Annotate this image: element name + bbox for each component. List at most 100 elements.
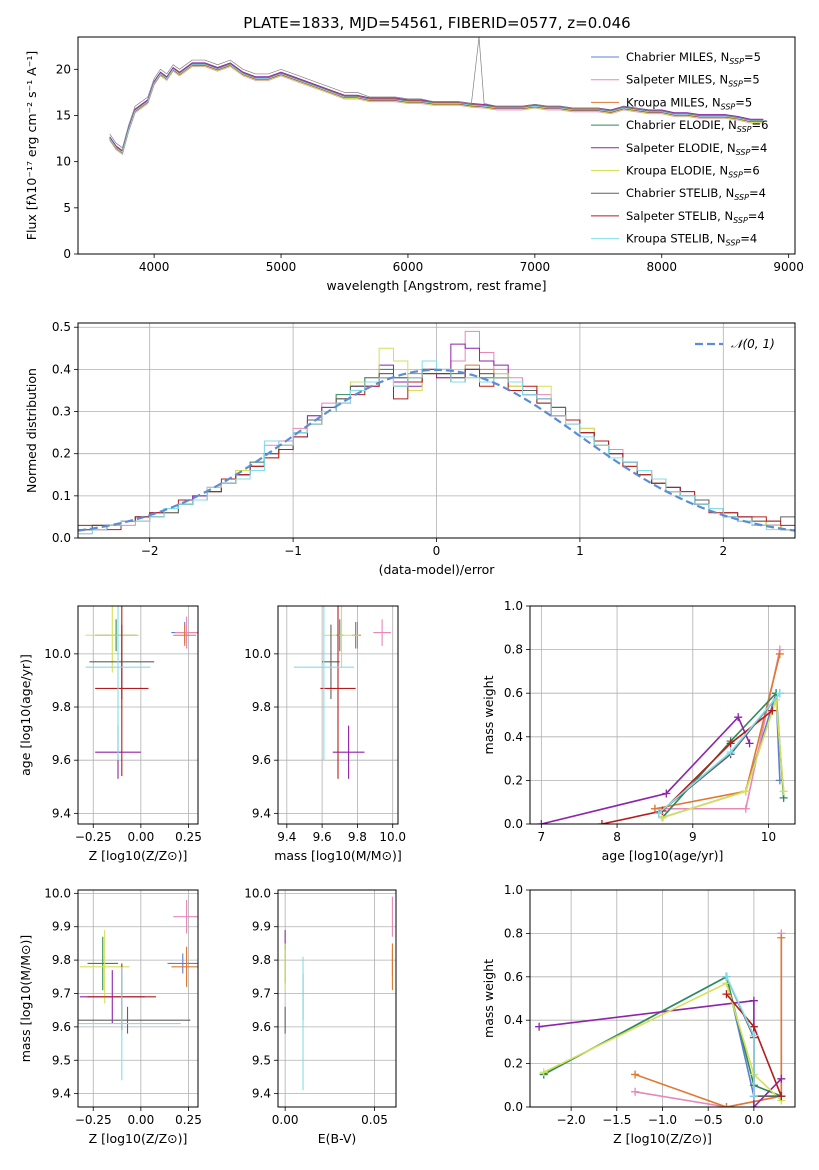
age-vs-mass-axes-frame — [277, 605, 399, 825]
residuals-xtick-label-4: 2 — [719, 544, 727, 558]
spectrum-model-line-5 — [109, 65, 764, 155]
residuals-ylabel: Normed distribution — [24, 368, 39, 493]
mass-vs-z-ylabel: mass [log10(M/M⊙)] — [18, 935, 33, 1063]
mass-weight-vs-z-marker-4-0 — [535, 1022, 544, 1031]
mass-weight-vs-age-marker-2-2 — [775, 649, 784, 658]
mass-weight-vs-age-ytick-label-1: 0.2 — [504, 773, 523, 787]
mass-weight-vs-z-ytick-label-1: 0.2 — [504, 1057, 523, 1071]
mass-weight-vs-z-marker-7-1 — [749, 1022, 758, 1031]
residuals-xtick-label-2: 0 — [433, 544, 441, 558]
mass-vs-ebv-ytick-label-6: 10.0 — [244, 886, 271, 900]
residuals-plot-area — [78, 323, 795, 538]
spectrum-legend-label-3: Chabrier ELODIE, NSSP=6 — [626, 118, 768, 134]
mass-weight-vs-age-ytick-label-0: 0.0 — [504, 817, 523, 831]
mass-vs-z-plot-area — [78, 890, 198, 1107]
spectrum-axes-frame — [77, 36, 796, 255]
mass-vs-ebv-ytick-label-1: 9.5 — [252, 1053, 271, 1067]
mass-weight-vs-age-panel: 7 8 9 10 0.0 0.2 0.4 0.6 0.8 1.0 age [log10(age/yr… — [481, 599, 796, 863]
age-vs-z-axes-frame — [77, 605, 199, 825]
mass-weight-vs-z-marker-8-2 — [749, 1092, 758, 1101]
mass-weight-vs-age-xtick-label-2: 9 — [689, 830, 697, 844]
residuals-ytick-label-3: 0.3 — [52, 405, 71, 419]
residuals-xlabel: (data-model)/error — [379, 562, 496, 577]
mass-weight-vs-age-marker-4-3 — [745, 739, 754, 748]
mass-weight-vs-age-xtick-label-0: 7 — [538, 830, 546, 844]
age-vs-mass-ytick-label-3: 10.0 — [244, 647, 271, 661]
mass-vs-ebv-xtick-label-1: 0.05 — [361, 1113, 388, 1127]
mass-weight-vs-age-marker-4-2 — [734, 713, 743, 722]
age-vs-z-ylabel: age [log10(age/yr)] — [18, 654, 33, 776]
mass-vs-z-ytick-label-5: 9.9 — [52, 920, 71, 934]
age-vs-mass-ytick-label-1: 9.6 — [252, 753, 271, 767]
spectrum-legend-label-8: Kroupa STELIB, NSSP=4 — [626, 232, 757, 248]
mass-weight-vs-z-marker-2-1 — [722, 1103, 731, 1107]
spectrum-ytick-label-2: 10 — [56, 155, 71, 169]
mass-weight-vs-age-ylabel: mass weight — [481, 675, 496, 754]
mass-weight-vs-age-xtick-label-1: 8 — [613, 830, 621, 844]
mass-vs-z-ytick-label-0: 9.4 — [52, 1087, 71, 1101]
mass-weight-vs-z-marker-4-1 — [749, 996, 758, 1005]
mass-weight-vs-z-marker-4-2 — [749, 1103, 758, 1107]
spectrum-legend-label-6: Chabrier STELIB, NSSP=4 — [626, 186, 766, 202]
age-vs-z-ytick-label-3: 10.0 — [44, 647, 71, 661]
age-vs-z-xtick-label-1: 0.00 — [127, 830, 154, 844]
residual-hist-8 — [78, 360, 795, 535]
mass-weight-vs-age-marker-5-3 — [779, 787, 788, 796]
mass-weight-vs-age-marker-8-2 — [775, 689, 784, 698]
mass-weight-vs-z-marker-1-0 — [631, 1087, 640, 1096]
mass-weight-vs-z-ytick-label-0: 0.0 — [504, 1100, 523, 1114]
spectrum-plot-area — [109, 37, 764, 156]
mass-weight-vs-age-plot-area — [530, 606, 795, 824]
residuals-panel: −2 −1 0 1 2 0.0 0.1 0.2 0.3 0.4 0.5 (data-model)/er… — [24, 320, 796, 577]
mass-weight-vs-z-xlabel: Z [log10(Z/Z⊙)] — [613, 1131, 712, 1146]
mass-weight-vs-z-marker-7-2 — [777, 1092, 786, 1101]
mass-vs-z-ytick-label-4: 9.8 — [52, 953, 71, 967]
mass-vs-ebv-ytick-label-2: 9.6 — [252, 1020, 271, 1034]
spectrum-legend-label-5: Kroupa ELODIE, NSSP=6 — [626, 164, 760, 180]
mass-weight-vs-z-ylabel: mass weight — [481, 959, 496, 1038]
mass-weight-vs-age-series-5 — [662, 699, 785, 819]
spectrum-ytick-label-4: 20 — [56, 62, 71, 76]
residuals-ytick-label-2: 0.2 — [52, 447, 71, 461]
mass-weight-vs-age-ytick-label-3: 0.6 — [504, 686, 523, 700]
residuals-ytick-label-0: 0.0 — [52, 531, 71, 545]
spectrum-model-line-4 — [109, 62, 764, 152]
mass-weight-vs-z-xtick-label-4: 0.0 — [744, 1113, 763, 1127]
mass-vs-ebv-panel: 0.00 0.05 9.4 9.5 9.6 9.7 9.8 9.9 10.0 E(B-V) — [244, 886, 397, 1146]
spectrum-ytick-label-1: 5 — [63, 201, 71, 215]
age-vs-mass-xtick-label-3: 10.0 — [379, 830, 406, 844]
mass-vs-ebv-xlabel: E(B-V) — [318, 1131, 357, 1146]
mass-weight-vs-z-ytick-label-5: 1.0 — [504, 883, 523, 897]
mass-vs-z-ytick-label-2: 9.6 — [52, 1020, 71, 1034]
mass-weight-vs-age-marker-7-0 — [597, 820, 606, 824]
age-vs-z-panel: −0.25 0.00 0.25 9.4 9.6 9.8 10.0 Z [log10(Z/Z⊙)… — [18, 605, 202, 863]
mass-vs-z-xtick-label-0: −0.25 — [75, 1113, 112, 1127]
mass-weight-vs-z-axes-frame — [529, 889, 796, 1108]
mass-weight-vs-z-marker-7-0 — [722, 990, 731, 999]
mass-weight-vs-age-marker-1-1 — [741, 804, 750, 813]
mass-weight-vs-age-marker-8-0 — [654, 809, 663, 818]
mass-weight-vs-z-series-5 — [543, 982, 782, 1102]
mass-vs-ebv-ytick-label-5: 9.9 — [252, 920, 271, 934]
mass-weight-vs-age-marker-5-1 — [741, 787, 750, 796]
age-vs-mass-xtick-label-2: 9.8 — [348, 830, 367, 844]
mass-vs-z-axes-frame — [77, 889, 199, 1108]
mass-weight-vs-z-marker-8-0 — [722, 972, 731, 981]
spectrum-legend-label-0: Chabrier MILES, NSSP=5 — [626, 50, 761, 66]
mass-vs-ebv-ytick-label-3: 9.7 — [252, 986, 271, 1000]
spectrum-xtick-label-0: 4000 — [139, 260, 170, 274]
mass-vs-z-xlabel: Z [log10(Z/Z⊙)] — [89, 1131, 188, 1146]
spectrum-ytick-label-0: 0 — [63, 247, 71, 261]
mass-weight-vs-z-plot-area — [530, 890, 795, 1107]
mass-weight-vs-z-marker-2-0 — [631, 1070, 640, 1079]
age-vs-z-plot-area — [78, 606, 198, 824]
mass-weight-vs-z-marker-5-0 — [539, 1068, 548, 1077]
residuals-xtick-label-1: −1 — [284, 544, 302, 558]
mass-vs-z-ytick-label-3: 9.7 — [52, 986, 71, 1000]
residuals-ytick-label-5: 0.5 — [52, 320, 71, 334]
age-vs-z-xtick-label-2: 0.25 — [175, 830, 202, 844]
mass-weight-vs-age-series-4 — [541, 715, 751, 824]
mass-weight-vs-age-axes-frame — [529, 605, 796, 825]
mass-weight-vs-age-ytick-label-4: 0.8 — [504, 643, 523, 657]
spectrum-ylabel: Flux [fλ10⁻¹⁷ erg cm⁻² s⁻¹ A⁻¹] — [24, 51, 39, 240]
